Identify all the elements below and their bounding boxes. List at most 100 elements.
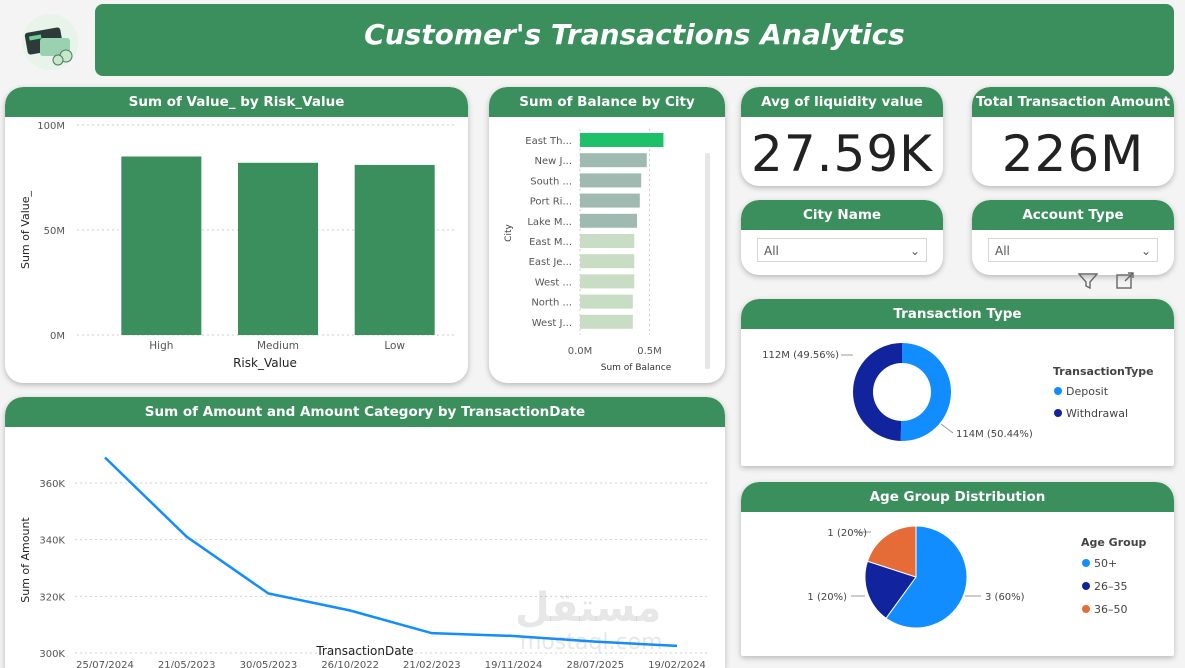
city-bar[interactable] (580, 213, 638, 228)
city-y-tick-label: East M... (529, 237, 572, 248)
dashboard-title: Customer's Transactions Analytics (364, 18, 905, 51)
city-y-tick-label: West ... (535, 277, 572, 288)
city-bar[interactable] (580, 274, 635, 289)
risk-bar[interactable] (354, 164, 435, 335)
amount-x-tick-label: 25/07/2024 (76, 660, 134, 668)
amount-x-tick-label: 26/10/2022 (321, 660, 379, 668)
amount-line-chart-card[interactable]: Sum of Amount and Amount Category by Tra… (5, 397, 725, 668)
kpi-total-title: Total Transaction Amount (972, 87, 1174, 117)
city-slicer-card: City Name All ⌄ (741, 200, 943, 275)
age-group-pie-chart[interactable]: 3 (60%) 1 (20%) 1 (20%) Age Group 50+ 26–35 36… (741, 512, 1174, 656)
amount-line-chart-title: Sum of Amount and Amount Category by Tra… (5, 397, 725, 427)
age-legend-item[interactable]: 36–50 (1094, 603, 1128, 616)
account-slicer-card: Account Type All ⌄ (972, 200, 1174, 275)
account-slicer-dropdown[interactable]: All ⌄ (988, 238, 1158, 262)
chevron-down-icon[interactable]: ⌄ (909, 244, 920, 258)
risk-y-tick-label: 50M (44, 226, 65, 237)
account-slicer-title: Account Type (972, 200, 1174, 230)
risk-x-tick-label: High (149, 340, 173, 352)
age-legend-item[interactable]: 50+ (1094, 557, 1117, 570)
city-balance-chart-title: Sum of Balance by City (489, 87, 725, 117)
amount-series-line[interactable] (104, 456, 678, 648)
city-bar[interactable] (580, 133, 664, 147)
amount-y-tick-label: 320K (39, 592, 65, 603)
legend-dot-icon (1082, 559, 1090, 567)
transaction-legend-item[interactable]: Withdrawal (1066, 407, 1128, 420)
risk-value-bar-chart[interactable]: 0M 50M 100M High Medium Low Risk_Value Sum of V… (5, 117, 468, 383)
risk-bar[interactable] (121, 156, 202, 336)
transaction-type-card[interactable]: Transaction Type 114M (50.44%) 112M (49.5… (741, 299, 1174, 466)
city-bar[interactable] (580, 234, 635, 248)
amount-y-tick-label: 360K (39, 479, 65, 490)
kpi-liquidity-value: 27.59K (751, 125, 933, 183)
city-slicer-dropdown[interactable]: All ⌄ (757, 238, 927, 262)
amount-x-tick-label: 19/11/2024 (485, 660, 543, 668)
visual-toolbar (1077, 272, 1185, 306)
city-chart-scrollbar[interactable] (705, 153, 710, 369)
city-bar[interactable] (580, 193, 640, 208)
transaction-type-title: Transaction Type (741, 299, 1174, 329)
risk-x-tick-label: Medium (257, 340, 299, 352)
amount-x-tick-label: 21/02/2023 (403, 660, 461, 668)
city-bar[interactable] (580, 294, 633, 309)
legend-dot-icon (1054, 387, 1062, 395)
amount-y-tick-label: 340K (39, 536, 65, 547)
age-group-title: Age Group Distribution (741, 482, 1174, 512)
kpi-liquidity-title: Avg of liquidity value (741, 87, 943, 117)
kpi-total-value: 226M (1001, 125, 1145, 183)
city-y-tick-label: New J... (535, 156, 572, 167)
city-balance-bar-chart[interactable]: 0.0M 0.5M East Th... New J... South ... Port … (489, 117, 725, 383)
city-bar[interactable] (580, 254, 635, 269)
age-slice-label: 1 (20%) (827, 528, 867, 539)
city-y-tick-label: North ... (531, 298, 572, 309)
city-x-axis-label: Sum of Balance (601, 363, 672, 373)
city-bar[interactable] (580, 153, 647, 168)
amount-y-tick-label: 300K (39, 649, 65, 660)
app-logo (22, 14, 78, 70)
legend-dot-icon (1054, 409, 1062, 417)
city-balance-chart-card[interactable]: Sum of Balance by City 0.0M 0.5M East Th..… (489, 87, 725, 383)
city-bar[interactable] (580, 314, 633, 329)
amount-line-chart[interactable]: 300K 320K 340K 360K 25/07/2024 21/05/2023 30/0… (5, 427, 725, 668)
age-legend-item[interactable]: 26–35 (1094, 580, 1128, 593)
age-group-card[interactable]: Age Group Distribution 3 (60%) 1 (20%) 1 (… (741, 482, 1174, 656)
transaction-label-leader (940, 423, 954, 434)
account-slicer-value: All (995, 244, 1010, 258)
amount-x-tick-label: 30/05/2023 (240, 660, 298, 668)
transaction-slice-label: 114M (50.44%) (956, 429, 1033, 440)
filter-icon[interactable] (1077, 272, 1099, 294)
transaction-type-slice[interactable] (900, 343, 952, 441)
transaction-legend-title: TransactionType (1053, 365, 1154, 378)
city-y-tick-label: Lake M... (527, 217, 572, 228)
transaction-type-slice[interactable] (853, 343, 902, 441)
transaction-slice-label: 112M (49.56%) (762, 350, 839, 361)
risk-y-axis-label: Sum of Value_ (19, 191, 32, 269)
transaction-legend-item[interactable]: Deposit (1066, 385, 1109, 398)
chevron-down-icon[interactable]: ⌄ (1140, 244, 1151, 258)
risk-x-axis-label: Risk_Value (233, 356, 297, 370)
focus-mode-icon[interactable] (1115, 272, 1135, 294)
city-x-tick-label: 0.0M (568, 346, 593, 357)
risk-bar[interactable] (238, 162, 318, 335)
age-legend-title: Age Group (1081, 536, 1147, 549)
transaction-type-donut-chart[interactable]: 114M (50.44%) 112M (49.56%) TransactionTyp… (741, 329, 1174, 466)
city-y-tick-label: East Je... (529, 257, 572, 268)
risk-y-tick-label: 0M (50, 331, 65, 342)
watermark-logo: مستقل (515, 585, 662, 631)
amount-y-axis-label: Sum of Amount (19, 517, 32, 603)
kpi-liquidity-card: Avg of liquidity value 27.59K (741, 87, 943, 186)
city-bar[interactable] (580, 173, 642, 188)
city-slicer-title: City Name (741, 200, 943, 230)
legend-dot-icon (1082, 605, 1090, 613)
age-group-slice[interactable] (866, 525, 917, 578)
age-group-slice[interactable] (864, 560, 917, 619)
age-group-slice[interactable] (885, 525, 968, 629)
legend-dot-icon (1082, 582, 1090, 590)
city-y-tick-label: South ... (530, 176, 572, 187)
risk-x-tick-label: Low (384, 340, 405, 352)
city-y-tick-label: East Th... (525, 136, 572, 147)
risk-value-chart-card[interactable]: Sum of Value_ by Risk_Value 0M 50M 100M Hig… (5, 87, 468, 383)
city-x-tick-label: 0.5M (637, 346, 662, 357)
city-y-tick-label: Port Ri... (530, 197, 572, 208)
city-y-tick-label: West J... (532, 318, 572, 329)
